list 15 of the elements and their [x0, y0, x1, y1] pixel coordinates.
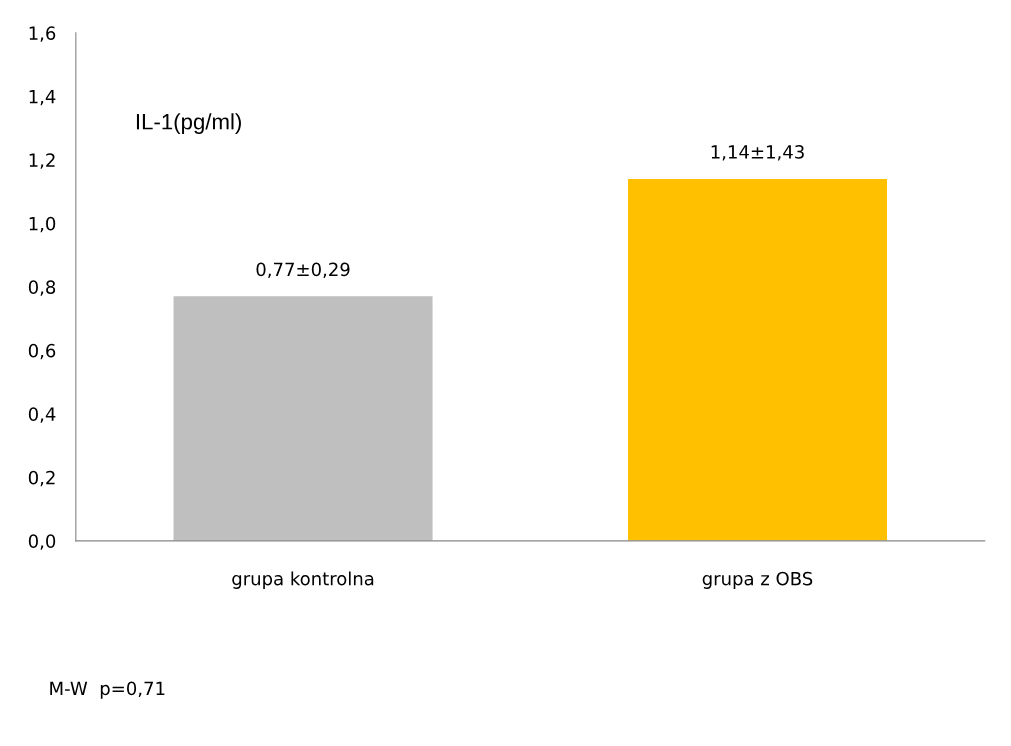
data-label: 0,77±0,29	[256, 262, 350, 279]
data-label: 1,14±1,43	[711, 145, 804, 161]
y-tick-label: 0,0	[28, 534, 56, 550]
y-tick-label: 0,6	[28, 343, 56, 360]
y-tick-label: 1,0	[29, 216, 56, 233]
y-tick-label: 1,4	[29, 90, 56, 106]
y-tick-label: 1,2	[29, 153, 55, 169]
y-tick-label: 0,4	[28, 407, 56, 423]
x-tick-label: grupa kontrolna	[232, 571, 374, 589]
y-tick-label: 1,6	[29, 26, 56, 42]
text: M-W p=0,71	[50, 681, 165, 699]
x-tick-label: grupa z OBS	[702, 571, 813, 589]
text: IL-1(pg/ml)	[136, 113, 241, 134]
y-tick-label: 0,8	[28, 280, 56, 296]
y-tick-label: 0,2	[28, 470, 55, 487]
